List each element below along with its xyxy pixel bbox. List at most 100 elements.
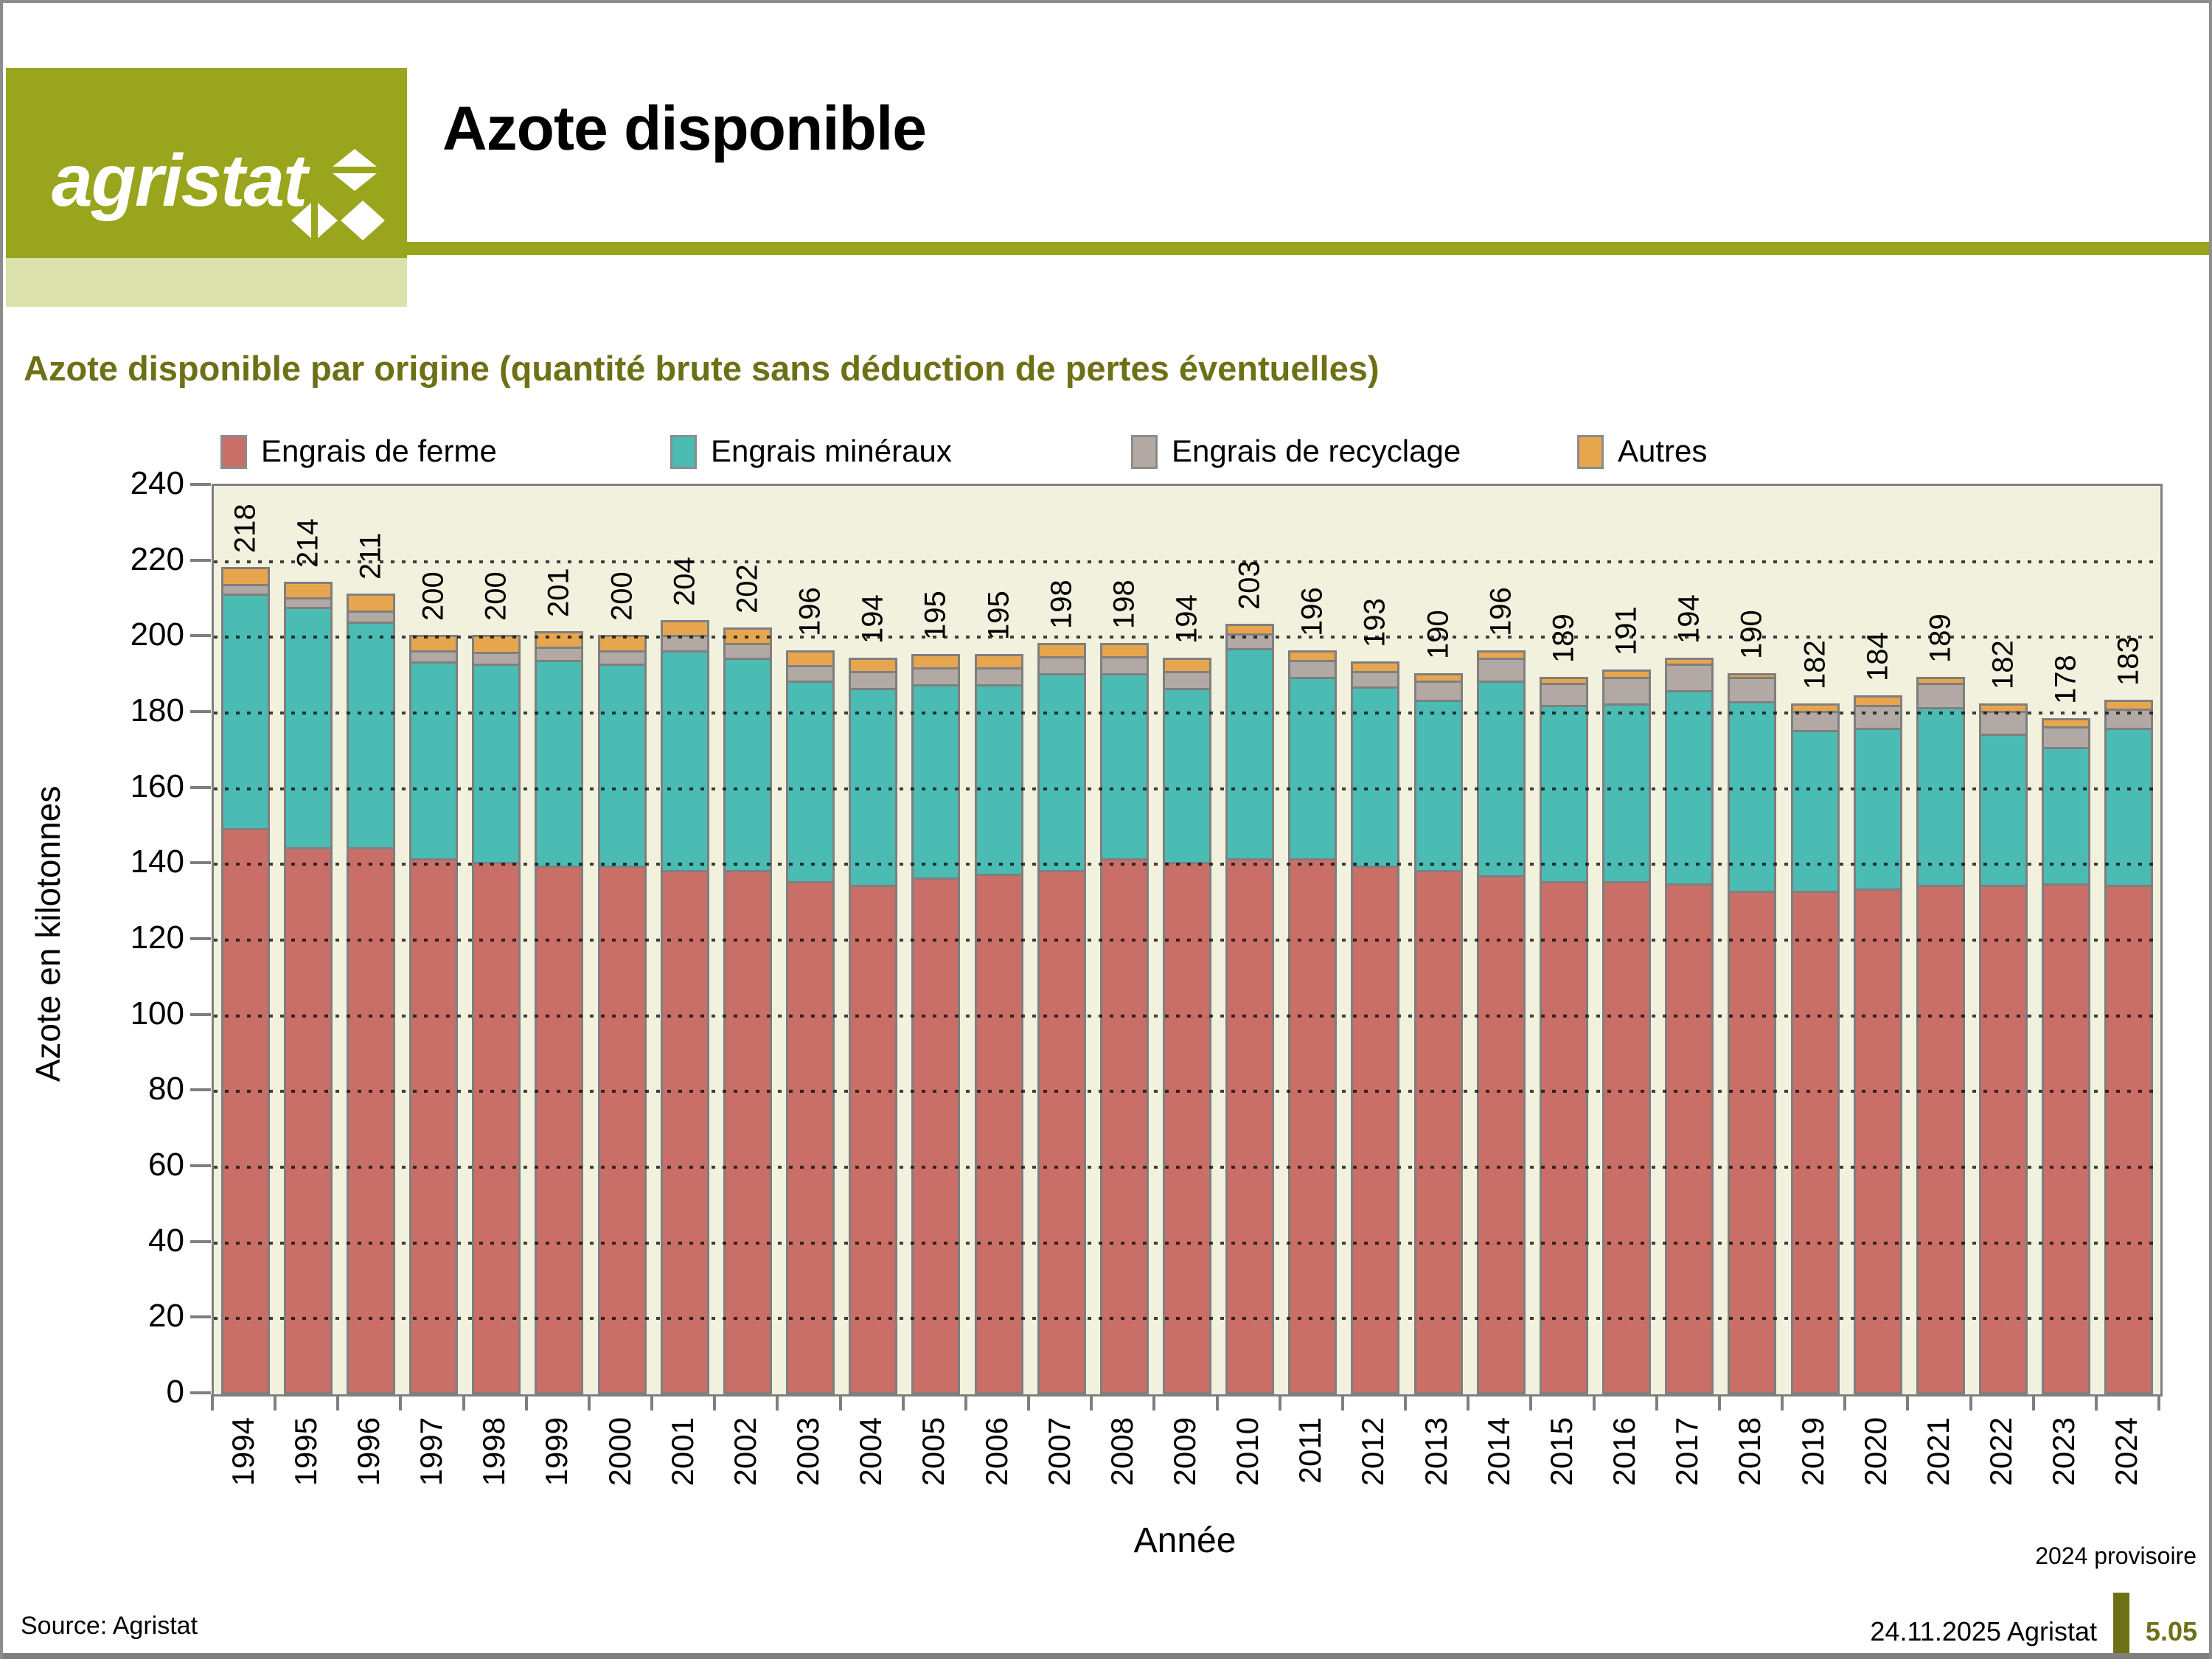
x-tick	[274, 1394, 277, 1411]
x-tick-label: 1995	[288, 1417, 323, 1486]
x-tick-label: 1997	[414, 1417, 449, 1486]
bar-segment	[220, 828, 270, 1394]
bar-segment	[1602, 881, 1652, 1394]
x-tick	[399, 1394, 403, 1411]
bar-total-label: 200	[479, 571, 512, 622]
bar-segment	[974, 667, 1023, 687]
bar-segment	[1351, 661, 1400, 674]
y-tick	[190, 785, 211, 789]
gridline	[214, 636, 2160, 639]
bar-segment	[1853, 728, 1902, 891]
bar-segment	[1476, 658, 1526, 683]
legend-label: Engrais de recyclage	[1172, 434, 1461, 468]
bar-segment	[1413, 869, 1463, 1394]
bar-total-label: 190	[1735, 609, 1768, 659]
bar-segment	[2104, 699, 2154, 712]
bar-segment	[535, 659, 584, 869]
x-tick-label: 2000	[602, 1417, 637, 1486]
bar-segment	[1979, 711, 2028, 736]
legend-label: Autres	[1618, 434, 1708, 468]
x-tick-label: 2016	[1607, 1417, 1642, 1486]
x-tick-label: 2006	[978, 1417, 1014, 1486]
bar-segment	[974, 654, 1023, 669]
agristat-logo: agristat	[6, 68, 407, 258]
x-tick	[1843, 1394, 1847, 1411]
gridline	[214, 939, 2160, 942]
x-tick	[1278, 1394, 1281, 1411]
legend-swatch	[1131, 435, 1158, 469]
bar-segment	[786, 650, 835, 668]
bar-segment	[911, 877, 961, 1394]
bar-segment	[535, 646, 584, 662]
x-tick	[1592, 1394, 1596, 1411]
bar-total-label: 182	[1986, 639, 2020, 689]
bar-segment	[1790, 729, 1840, 893]
bar-segment	[2104, 728, 2154, 888]
bar-segment	[1602, 676, 1652, 706]
bar-segment	[1539, 682, 1588, 708]
bar-total-label: 201	[542, 568, 575, 618]
bar-segment	[1665, 658, 1714, 666]
x-tick-label: 2011	[1293, 1417, 1328, 1484]
y-tick	[190, 483, 211, 486]
x-tick-label: 1996	[350, 1417, 386, 1486]
bar-segment	[1979, 733, 2028, 888]
x-tick-label: 2005	[916, 1417, 951, 1486]
y-tick-label: 240	[130, 465, 184, 501]
bar-segment	[346, 593, 395, 613]
x-tick-label: 2021	[1920, 1417, 1955, 1486]
x-tick-label: 2012	[1355, 1417, 1391, 1486]
bar-total-label: 200	[417, 571, 450, 622]
y-tick-label: 140	[130, 844, 184, 880]
x-tick-label: 2014	[1481, 1417, 1516, 1486]
bar-total-label: 214	[291, 518, 324, 568]
bar-total-label: 194	[856, 594, 889, 644]
x-tick-label: 2003	[790, 1417, 826, 1486]
bar-segment	[535, 631, 584, 649]
x-tick	[1717, 1394, 1721, 1411]
bar-segment	[283, 846, 333, 1394]
y-tick-label: 80	[148, 1071, 184, 1107]
bar-segment	[346, 622, 395, 849]
y-tick	[190, 1088, 211, 1092]
x-tick	[838, 1394, 842, 1411]
gridline	[214, 712, 2160, 714]
y-tick	[190, 861, 211, 865]
bar-segment	[849, 671, 898, 691]
bar-segment	[283, 582, 333, 599]
x-tick	[776, 1394, 779, 1411]
bar-segment	[786, 665, 835, 683]
x-tick	[587, 1394, 591, 1411]
x-tick	[1090, 1394, 1093, 1411]
y-tick-label: 60	[148, 1147, 184, 1183]
bar-segment	[1099, 655, 1149, 675]
bar-segment	[409, 858, 459, 1394]
bar-segment	[1728, 672, 1777, 679]
y-tick	[190, 1239, 211, 1243]
bar-segment	[1853, 695, 1902, 708]
plot-area: 218 214 211 200 200 201 200 204 202 196 194 195 195 1…	[212, 484, 2163, 1397]
bar-segment	[723, 869, 772, 1394]
bar-segment	[1728, 890, 1777, 1394]
bar-total-label: 196	[793, 587, 827, 636]
x-tick-label: 2022	[1983, 1417, 2019, 1486]
bar-segment	[1916, 885, 1965, 1394]
bar-segment	[1665, 663, 1714, 692]
x-tick	[211, 1394, 214, 1411]
bar-segment	[1602, 669, 1652, 679]
x-tick	[2157, 1394, 2160, 1411]
bar-segment	[472, 663, 521, 865]
bar-total-label: 178	[2049, 655, 2082, 705]
header-pale-band	[6, 258, 407, 307]
bar-segment	[849, 658, 898, 674]
y-tick-label: 20	[148, 1298, 184, 1335]
bar-segment	[1728, 676, 1777, 704]
bar-total-label: 194	[1170, 594, 1203, 644]
agristat-diamond-icon	[291, 149, 385, 240]
x-tick	[1027, 1394, 1031, 1411]
bar-segment	[1163, 688, 1211, 865]
bar-segment	[1099, 642, 1149, 658]
bar-segment	[2042, 883, 2091, 1394]
x-tick	[1906, 1394, 1910, 1411]
bar-total-label: 189	[1924, 613, 1957, 663]
